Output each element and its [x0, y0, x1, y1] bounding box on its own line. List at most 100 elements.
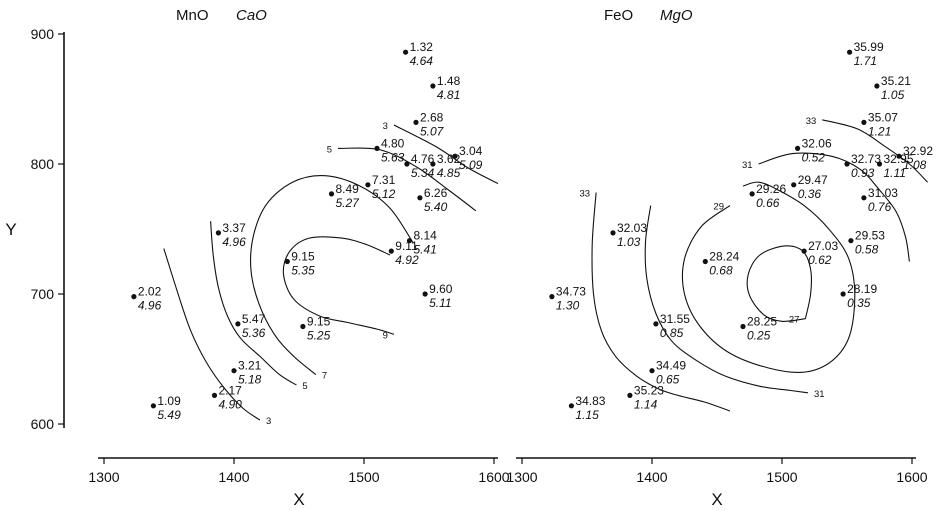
x-axis-title: X — [293, 490, 304, 509]
data-point — [861, 195, 867, 201]
point-label-upper: 34.49 — [656, 359, 686, 373]
data-point — [874, 83, 880, 89]
point-label-upper: 9.15 — [291, 250, 315, 264]
point-label-lower: 5.63 — [381, 150, 405, 164]
data-point — [848, 238, 854, 244]
point-label-lower: 1.03 — [617, 235, 641, 249]
panel-title-oxide-1: FeO — [604, 7, 633, 24]
contour-line — [337, 147, 477, 212]
contour-label: 31 — [742, 160, 753, 171]
point-label-upper: 35.99 — [854, 40, 884, 54]
contour-line — [282, 236, 395, 335]
point-label-upper: 32.06 — [802, 136, 832, 150]
point-label-upper: 31.03 — [868, 186, 898, 200]
point-label-upper: 28.24 — [709, 250, 739, 264]
point-label-lower: 0.25 — [747, 329, 771, 343]
point-label-upper: 4.76 — [411, 152, 435, 166]
data-point — [844, 161, 850, 167]
point-label-upper: 2.68 — [420, 110, 444, 124]
contour-line — [210, 221, 297, 386]
point-label-lower: 1.21 — [868, 124, 891, 138]
point-label-upper: 9.11 — [395, 239, 418, 253]
x-tick-label: 1300 — [506, 469, 537, 485]
point-label-lower: 0.76 — [868, 200, 892, 214]
data-point — [702, 258, 708, 265]
chart-panel-feo-mgo: FeO MgO 1300 1400 1500 1600 X 33 31 29 27 31 33 35.99… — [506, 7, 933, 509]
point-label-upper: 31.55 — [660, 312, 690, 326]
x-tick-label: 1500 — [348, 469, 379, 485]
data-point — [840, 291, 846, 297]
data-point — [801, 248, 807, 254]
point-label-upper: 34.73 — [556, 285, 586, 299]
contour-line — [591, 192, 731, 412]
point-label-lower: 0.36 — [798, 187, 822, 201]
point-label-upper: 3.21 — [238, 359, 262, 373]
point-label-lower: 0.52 — [802, 150, 826, 164]
contour-line — [681, 181, 856, 373]
data-point — [549, 294, 555, 300]
contour-label: 3 — [266, 416, 271, 427]
data-point — [795, 145, 801, 151]
point-label-lower: 5.12 — [372, 187, 396, 201]
point-label-upper: 4.80 — [381, 136, 405, 150]
contour-label: 5 — [302, 381, 307, 392]
contour-line — [822, 119, 928, 183]
point-label-upper: 29.53 — [855, 229, 885, 243]
contour-line — [746, 245, 812, 322]
point-label-lower: 0.85 — [660, 326, 684, 340]
point-label-upper: 35.07 — [868, 110, 898, 124]
point-label-upper: 2.17 — [219, 383, 243, 397]
x-tick-label: 1300 — [88, 469, 119, 485]
contour-label: 31 — [814, 389, 825, 400]
point-label-upper: 3.37 — [222, 221, 246, 235]
contour-line — [758, 152, 910, 262]
data-point — [568, 403, 575, 409]
data-point — [211, 392, 218, 398]
point-label-lower: 5.40 — [424, 200, 448, 214]
data-point — [413, 119, 419, 125]
point-label-lower: 5.07 — [420, 124, 445, 138]
panel-title-oxide-2: CaO — [236, 7, 267, 24]
data-point — [653, 321, 659, 327]
point-label-upper: 34.83 — [575, 394, 605, 408]
data-point — [627, 392, 633, 398]
contour-label: 7 — [322, 371, 327, 382]
y-tick-label: 800 — [31, 156, 55, 172]
point-label-upper: 7.31 — [372, 173, 396, 187]
data-point — [388, 248, 394, 254]
point-label-lower: 4.92 — [395, 253, 419, 267]
point-label-upper: 8.49 — [336, 182, 360, 196]
x-tick-label: 1600 — [896, 469, 927, 485]
point-label-lower: 5.09 — [459, 158, 483, 172]
data-point — [365, 182, 371, 188]
contour-label: 5 — [327, 144, 332, 155]
data-point — [403, 49, 409, 55]
data-point — [417, 195, 423, 201]
point-label-lower: 1.14 — [634, 397, 658, 411]
data-point — [231, 368, 237, 374]
data-point — [876, 161, 883, 167]
point-label-lower: 4.90 — [219, 397, 243, 411]
y-tick-label: 900 — [31, 26, 55, 42]
point-label-upper: 1.09 — [157, 394, 181, 408]
point-label-lower: 0.35 — [847, 296, 871, 310]
data-point — [406, 238, 413, 244]
data-point — [452, 153, 458, 159]
point-label-upper: 28.19 — [847, 282, 877, 296]
y-tick-label: 700 — [31, 286, 55, 302]
point-label-lower: 1.08 — [903, 158, 927, 172]
point-label-lower: 4.96 — [222, 235, 246, 249]
x-tick-label: 1400 — [218, 469, 249, 485]
point-label-upper: 9.15 — [307, 315, 331, 329]
point-label-upper: 32.03 — [617, 221, 647, 235]
panel-title-oxide-2: MgO — [660, 7, 693, 24]
contour-label: 3 — [383, 121, 388, 132]
point-label-upper: 6.26 — [424, 186, 448, 200]
point-label-lower: 5.49 — [157, 408, 181, 422]
data-point — [374, 145, 380, 151]
point-label-lower: 4.64 — [410, 54, 434, 68]
point-label-lower: 4.96 — [138, 299, 162, 313]
point-label-upper: 29.26 — [756, 182, 786, 196]
point-label-upper: 1.32 — [410, 40, 434, 54]
